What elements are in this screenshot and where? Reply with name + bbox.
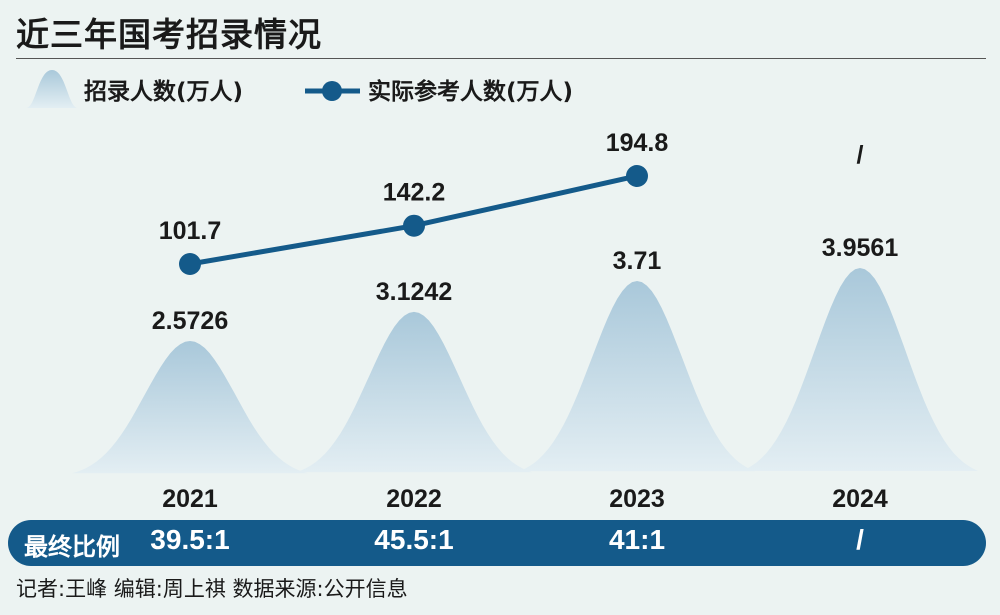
- footer-credits: 记者:王峰 编辑:周上祺 数据来源:公开信息: [16, 577, 408, 601]
- chart-canvas: 招录人数(万人) 实际参考人数(万人) 2.5726 2021 3.1242 2022…: [26, 70, 978, 513]
- recruit-value-2023: 3.71: [613, 247, 662, 275]
- participants-value-2022: 142.2: [383, 179, 446, 207]
- bell-2022: [296, 311, 532, 473]
- legend-participants-label: 实际参考人数(万人): [368, 78, 573, 105]
- participants-dot-2021: [179, 253, 201, 275]
- participants-value-2023: 194.8: [606, 129, 669, 157]
- participants-value-2021: 101.7: [159, 217, 222, 245]
- year-label-2021: 2021: [162, 485, 218, 513]
- chart-title: 近三年国考招录情况: [16, 15, 322, 54]
- bell-2024: [742, 268, 978, 471]
- year-label-2024: 2024: [832, 485, 888, 513]
- ratio-value-2023: 41:1: [608, 524, 666, 555]
- ratio-bar: [8, 520, 986, 566]
- recruit-bells: [72, 268, 978, 474]
- year-label-2023: 2023: [609, 485, 665, 513]
- participants-dot-2022: [403, 214, 425, 237]
- year-label-2022: 2022: [386, 485, 442, 513]
- legend-dot-icon: [322, 81, 342, 101]
- recruit-value-2022: 3.1242: [376, 278, 452, 306]
- participants-value-2024: /: [857, 141, 864, 169]
- recruit-value-2024: 3.9561: [822, 234, 899, 262]
- ratio-value-2022: 45.5:1: [374, 524, 454, 555]
- participants-dot-2023: [626, 165, 648, 187]
- ratio-title: 最终比例: [24, 533, 120, 561]
- ratio-value-2024: /: [856, 524, 864, 555]
- participants-line-layer: [179, 165, 648, 275]
- legend-bell-icon: [26, 70, 78, 108]
- legend-recruit-label: 招录人数(万人): [84, 78, 243, 105]
- bell-2021: [72, 341, 308, 474]
- ratio-value-2021: 39.5:1: [150, 524, 230, 555]
- value-labels: 2.5726 2021 3.1242 2022 3.71 2023 3.9561 2024 10…: [152, 129, 899, 513]
- recruit-value-2021: 2.5726: [152, 307, 228, 335]
- title-divider: [16, 58, 986, 59]
- bell-2023: [519, 281, 755, 472]
